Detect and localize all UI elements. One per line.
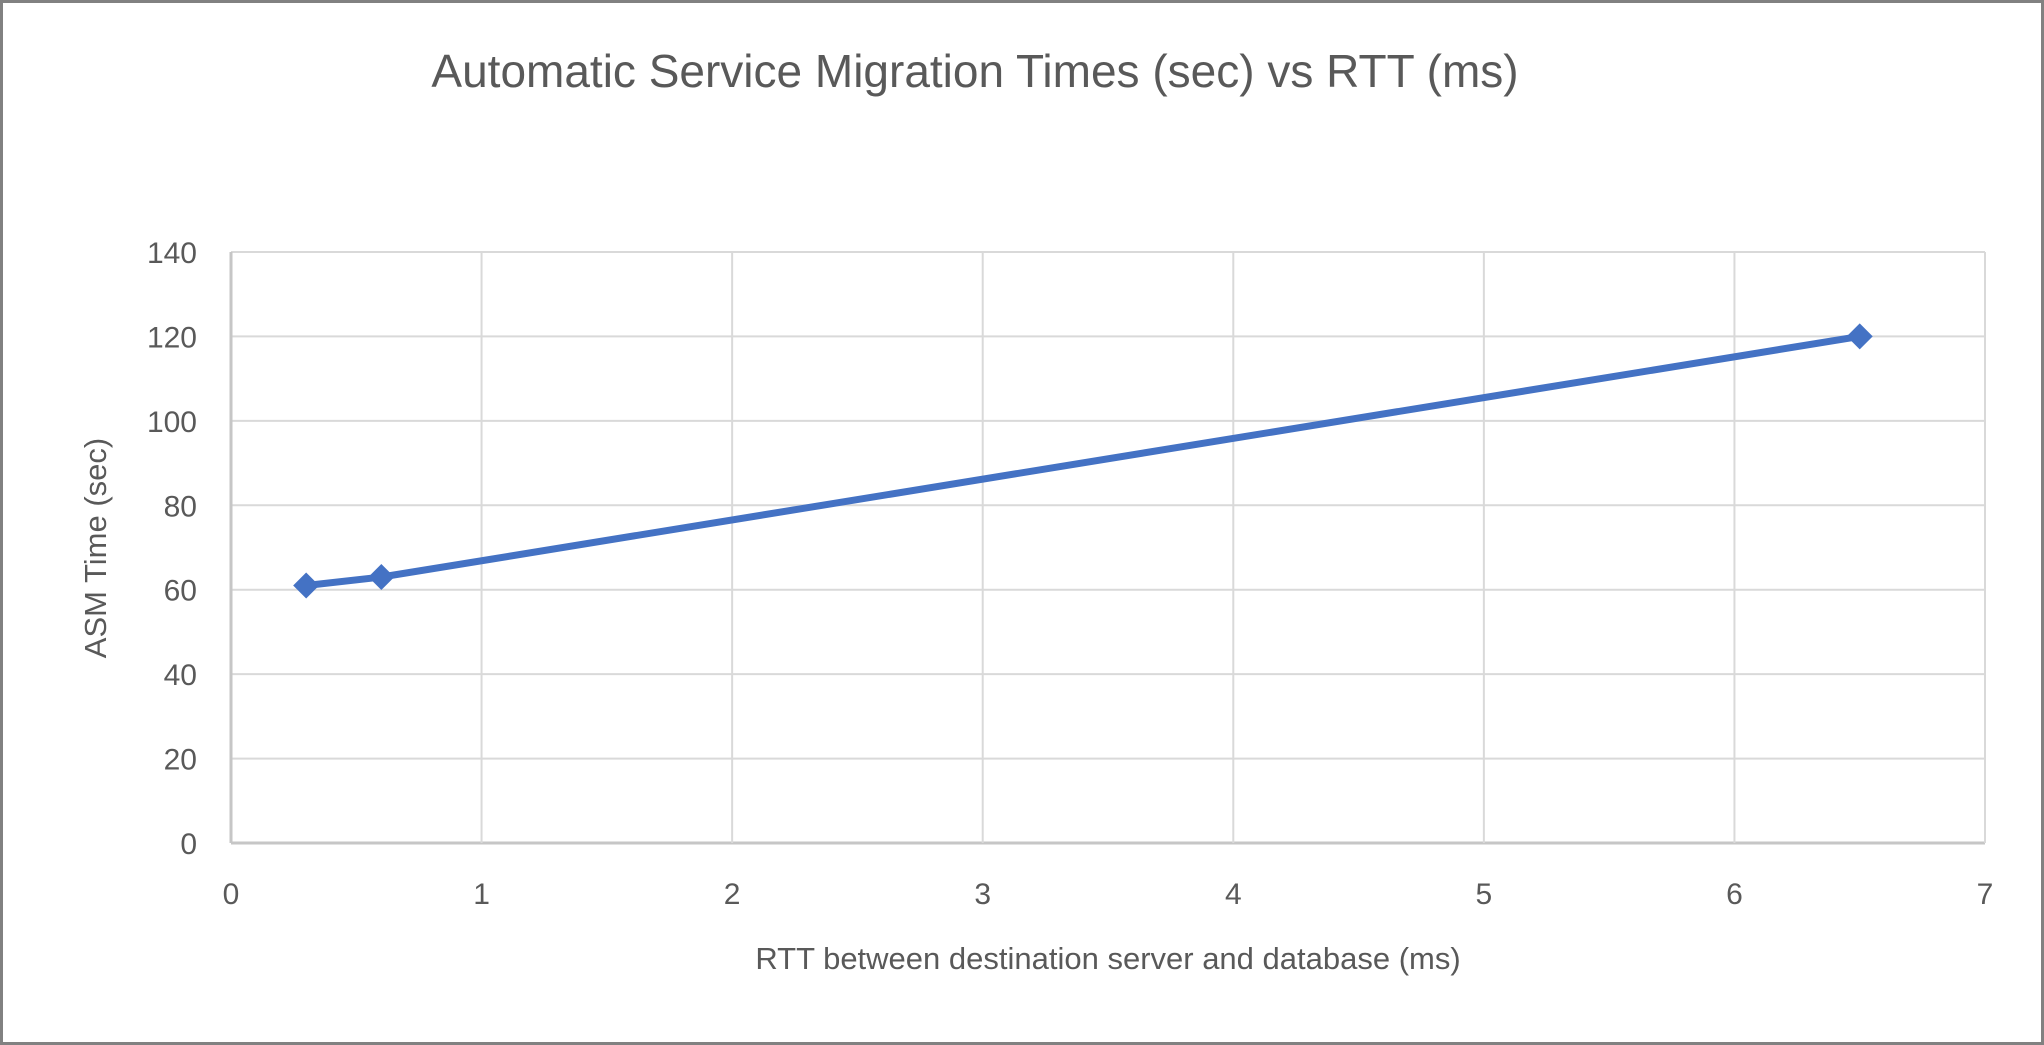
y-tick-label: 0 xyxy=(180,828,197,861)
x-tick-label: 7 xyxy=(1977,878,1994,911)
gridlines-group xyxy=(229,251,1986,845)
y-axis-title: ASM Time (sec) xyxy=(78,438,113,658)
y-tick-label: 20 xyxy=(164,744,197,777)
data-line xyxy=(302,332,1864,589)
data-point-marker xyxy=(293,572,320,599)
data-point-marker xyxy=(1846,323,1873,350)
x-tick-label: 6 xyxy=(1726,878,1743,911)
y-tick-label: 140 xyxy=(147,237,197,270)
x-tick-label: 4 xyxy=(1225,878,1242,911)
x-axis-title: RTT between destination server and datab… xyxy=(755,941,1460,976)
x-tick-label: 2 xyxy=(724,878,741,911)
y-tick-label: 100 xyxy=(147,406,197,439)
x-tick-label: 0 xyxy=(223,878,240,911)
x-tick-label: 3 xyxy=(974,878,991,911)
series-group xyxy=(293,323,1873,599)
y-tick-label: 60 xyxy=(164,575,197,608)
x-tick-label: 5 xyxy=(1476,878,1493,911)
chart-canvas: 0 20 40 60 80 100 120 140 0 1 2 3 4 5 6 7 RTT between d… xyxy=(78,237,1993,976)
tick-labels-group: 0 20 40 60 80 100 120 140 0 1 2 3 4 5 6 7 xyxy=(147,237,1993,911)
chart-title: Automatic Service Migration Times (sec) … xyxy=(431,45,1519,97)
x-tick-label: 1 xyxy=(473,878,490,911)
y-tick-label: 120 xyxy=(147,321,197,354)
y-tick-label: 40 xyxy=(164,659,197,692)
y-tick-label: 80 xyxy=(164,490,197,523)
data-point-marker xyxy=(368,564,395,591)
